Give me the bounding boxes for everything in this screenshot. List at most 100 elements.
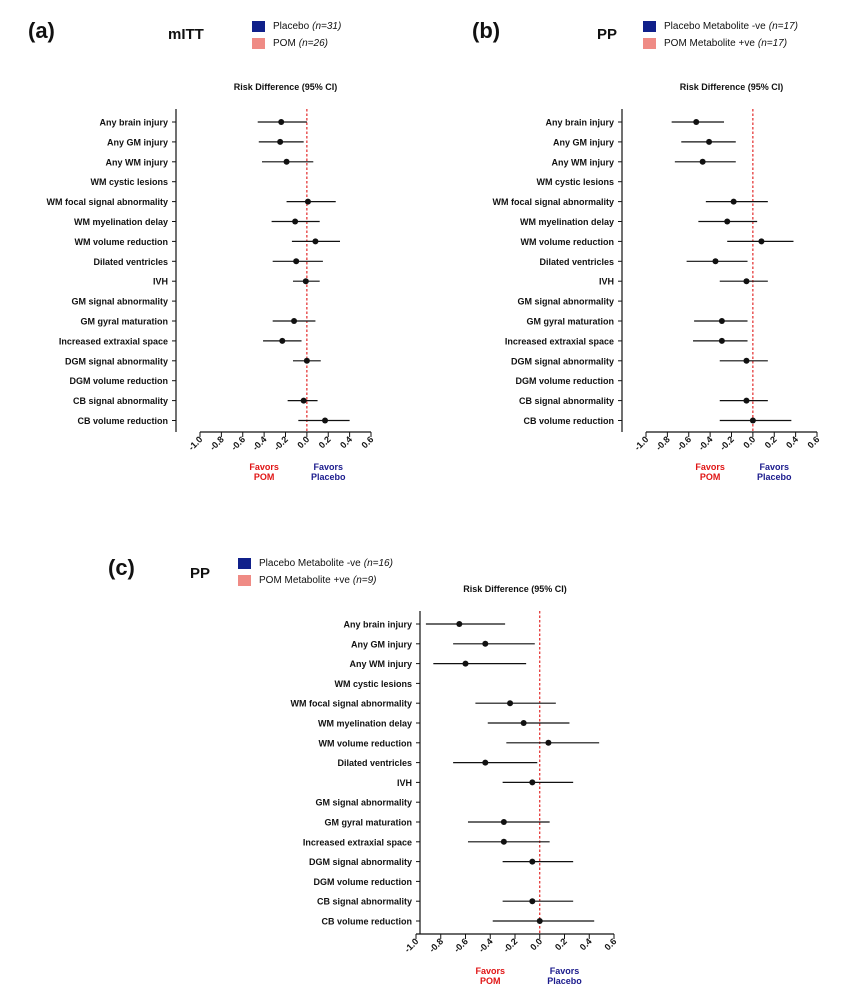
category-label: WM cystic lesions (334, 679, 412, 689)
point-estimate (482, 759, 489, 766)
legend-label: POM Metabolite +ve (259, 575, 350, 586)
favors-placebo-label-2: Placebo (311, 472, 346, 482)
point-estimate (718, 337, 725, 344)
category-label: WM volume reduction (74, 237, 168, 247)
point-estimate (500, 819, 507, 825)
legend-label: Placebo Metabolite -ve (259, 558, 361, 569)
point-estimate (718, 318, 725, 324)
legend-swatch-placebo (643, 21, 656, 32)
legend-label: Placebo (273, 21, 310, 32)
category-label: WM focal signal abnormality (46, 197, 168, 207)
category-label: Any GM injury (107, 137, 168, 147)
legend-n: (n=9) (352, 575, 377, 586)
point-estimate (279, 337, 286, 344)
point-estimate (529, 898, 536, 905)
panel-letter-c: (c) (108, 555, 135, 580)
category-label: WM myelination delay (74, 217, 168, 227)
legend-entry-pom: POM (n=26) (252, 35, 341, 52)
favors-placebo-label-1: Favors (759, 462, 789, 472)
category-label: Any brain injury (545, 118, 614, 128)
category-label: Increased extraxial space (59, 336, 168, 346)
panel-letter-a: (a) (28, 18, 55, 43)
point-estimate (456, 621, 463, 627)
category-label: CB signal abnormality (73, 396, 168, 406)
category-label: GM gyral maturation (80, 317, 168, 327)
point-estimate (292, 218, 299, 225)
category-label: DGM volume reduction (515, 376, 614, 386)
favors-pom-label-2: POM (480, 976, 501, 986)
category-label: WM focal signal abnormality (492, 197, 614, 207)
point-estimate (545, 739, 552, 746)
legend-entry-pom: POM Metabolite +ve (n=9) (238, 572, 393, 589)
category-label: Any GM injury (351, 639, 412, 649)
legend-n: (n=26) (298, 38, 328, 49)
x-tick-label: -0.6 (452, 936, 470, 954)
category-label: WM myelination delay (318, 719, 412, 729)
category-label: WM cystic lesions (90, 177, 168, 187)
legend-label: POM (273, 38, 296, 49)
category-label: WM volume reduction (318, 738, 412, 748)
x-tick-label: 0.6 (602, 936, 618, 952)
category-label: Increased extraxial space (505, 336, 614, 346)
category-label: DGM volume reduction (69, 376, 168, 386)
legend-n: (n=17) (768, 21, 798, 32)
chart-title: Risk Difference (95% CI) (680, 82, 784, 92)
point-estimate (507, 700, 514, 707)
category-label: WM cystic lesions (536, 177, 614, 187)
category-label: GM signal abnormality (315, 798, 412, 808)
point-estimate (302, 278, 309, 285)
category-label: Any brain injury (343, 620, 412, 630)
point-estimate (283, 158, 290, 165)
legend-c: Placebo Metabolite -ve (n=16) POM Metabo… (238, 555, 393, 589)
category-label: WM myelination delay (520, 217, 614, 227)
point-estimate (758, 238, 765, 245)
favors-placebo-label-1: Favors (313, 462, 343, 472)
category-label: GM signal abnormality (71, 297, 168, 307)
legend-n: (n=17) (757, 38, 788, 49)
category-label: DGM volume reduction (313, 877, 412, 887)
point-estimate (724, 218, 731, 225)
category-label: DGM signal abnormality (309, 857, 412, 867)
category-label: Dilated ventricles (93, 257, 168, 267)
point-estimate (500, 838, 507, 845)
x-tick-label: -0.2 (501, 936, 519, 954)
category-label: WM focal signal abnormality (290, 699, 412, 709)
legend-entry-placebo: Placebo Metabolite -ve (n=16) (238, 555, 393, 572)
category-label: Any WM injury (350, 659, 413, 669)
favors-pom-label-2: POM (700, 472, 721, 482)
category-label: GM gyral maturation (526, 317, 614, 327)
point-estimate (536, 918, 543, 924)
panel-letter-b: (b) (472, 18, 501, 43)
category-label: Any WM injury (106, 157, 169, 167)
category-label: WM volume reduction (520, 237, 614, 247)
forest-plot-b: Risk Difference (95% CI)-1.0 -0.8 -0.6 -0.4… (492, 82, 821, 482)
point-estimate (322, 417, 329, 424)
x-tick-label: -0.8 (427, 936, 445, 954)
legend-label: POM Metabolite +ve (664, 38, 755, 49)
category-label: Any brain injury (99, 118, 168, 128)
point-estimate (312, 238, 319, 245)
x-tick-label: 0.2 (553, 936, 569, 952)
category-label: Any WM injury (552, 157, 615, 167)
legend-entry-placebo: Placebo Metabolite -ve (n=17) (643, 18, 798, 35)
analysis-label-b: PP (597, 26, 618, 43)
category-label: Dilated ventricles (539, 257, 614, 267)
point-estimate (529, 858, 536, 865)
point-estimate (699, 158, 706, 165)
favors-pom-label-2: POM (254, 472, 275, 482)
point-estimate (304, 198, 311, 205)
point-estimate (693, 119, 700, 125)
favors-placebo-label-2: Placebo (757, 472, 792, 482)
category-label: DGM signal abnormality (511, 356, 614, 366)
legend-swatch-pom (643, 38, 656, 49)
point-estimate (743, 278, 750, 285)
category-label: CB volume reduction (77, 416, 168, 426)
x-tick-label: -0.4 (477, 936, 495, 954)
forest-plot-a: Risk Difference (95% CI)-1.0 -0.8 -0.6 -0.4… (46, 82, 375, 482)
point-estimate (529, 779, 536, 786)
x-tick-label: 0.4 (578, 936, 594, 952)
category-label: CB signal abnormality (519, 396, 614, 406)
legend-swatch-placebo (252, 21, 265, 32)
legend-swatch-placebo (238, 558, 251, 569)
